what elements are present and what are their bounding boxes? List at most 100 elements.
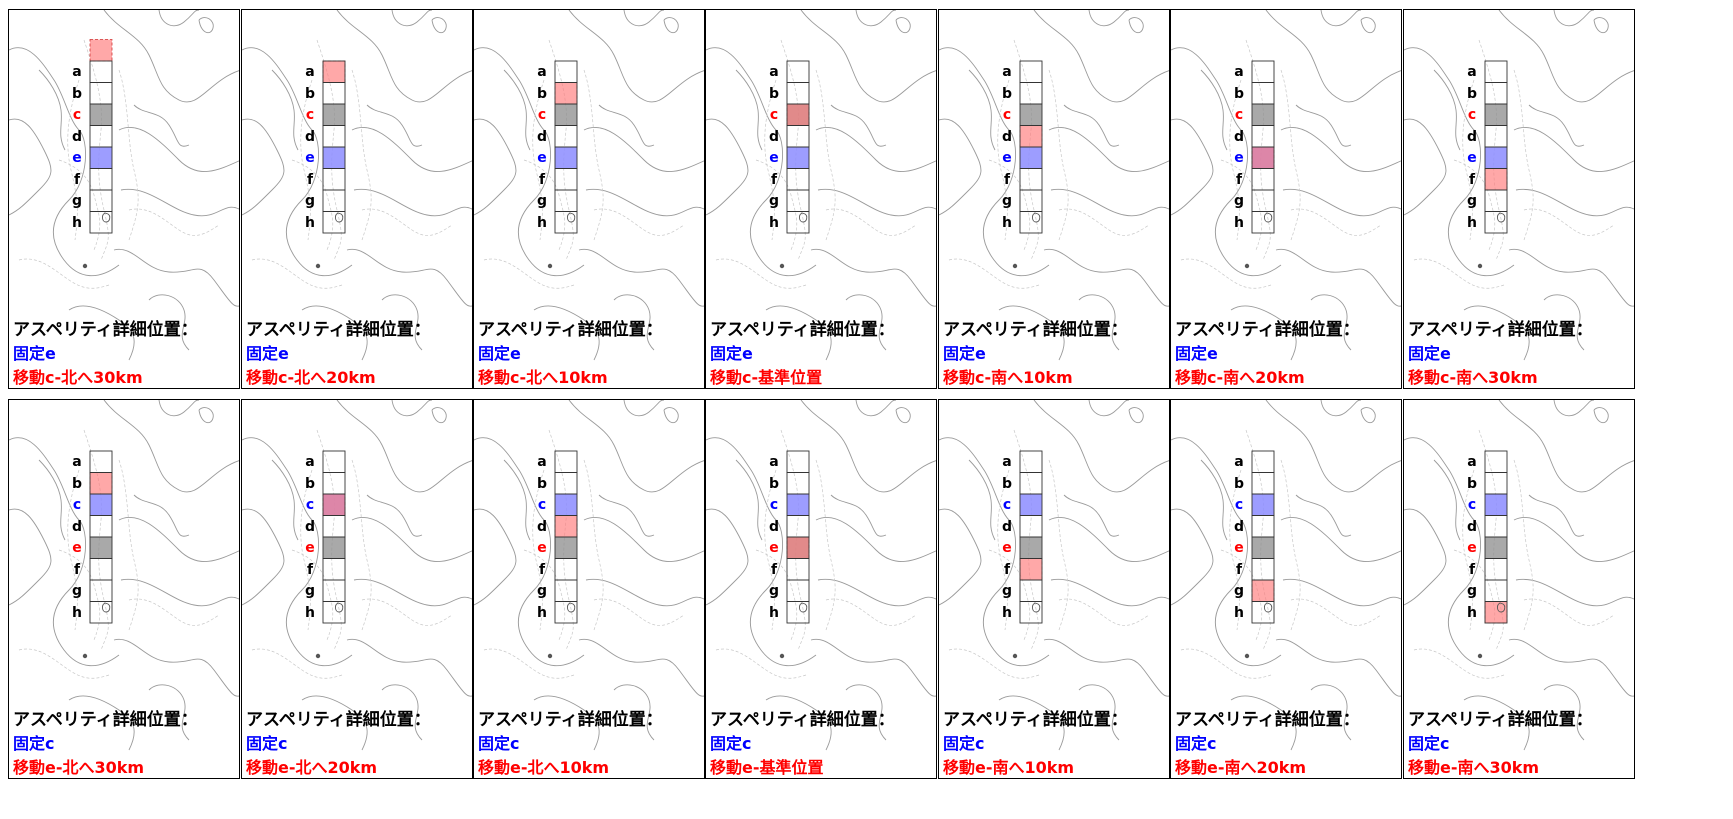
segment-label-b: b [71,475,83,492]
fault-segment-b [322,472,346,495]
segment-label-h: h [1467,604,1477,621]
coastline-contours [9,10,239,361]
segment-label-f: f [770,561,778,578]
reference-asperity-block [90,537,112,559]
moving-asperity-block [786,536,810,559]
segment-label-a: a [1234,64,1244,80]
segment-label-d: d [1001,128,1013,145]
moving-asperity-block [89,472,113,495]
caption-title: アスペリティ詳細位置： [710,710,895,730]
segment-label-f: f [73,561,81,578]
fault-segment-b [1484,82,1508,105]
asperity-map-panel: a b c d e f g h アスペリティ詳細位置： 固定c 移動e-南へ20km [1170,399,1402,779]
caption-fixed-asperity: 固定c [478,734,520,753]
segment-label-g: g [1001,583,1013,599]
reference-asperity-block [1252,537,1274,559]
coastline-contours [242,400,472,751]
fault-map [706,10,936,361]
segment-label-d: d [536,128,548,145]
segment-label-c: c [305,107,315,123]
fault-segment-strip [1484,450,1508,624]
segment-label-b: b [304,475,316,492]
segment-label-d: d [71,518,83,535]
fault-segment-h [1019,211,1043,234]
fault-segment-b [1019,82,1043,105]
caption-title: アスペリティ詳細位置： [1408,320,1593,340]
fault-segment-f [1251,558,1275,581]
fault-segment-f [322,168,346,191]
segment-label-e: e [1002,150,1012,166]
caption-moving-asperity: 移動e-北へ10km [478,758,610,777]
caption-moving-asperity: 移動c-南へ20km [1175,368,1305,387]
coastline-contours [1171,400,1401,751]
moving-asperity-block [322,493,346,516]
location-marker-icon [1477,263,1483,269]
segment-label-d: d [768,128,780,145]
segment-label-e: e [1467,540,1477,556]
fault-map [1404,400,1634,751]
caption-fixed-asperity: 固定c [943,734,985,753]
asperity-map-panel: a b c d e f g h アスペリティ詳細位置： 固定e 移動c-北へ10km [473,9,705,389]
fixed-asperity-block [90,494,112,516]
segment-label-d: d [1233,128,1245,145]
caption-moving-asperity: 移動c-南へ10km [943,368,1073,387]
segment-label-e: e [72,540,82,556]
asperity-map-panel: a b c d e f g h アスペリティ詳細位置： 固定e 移動c-南へ30km [1403,9,1635,389]
moving-asperity-block [1484,168,1508,191]
fault-segment-b [1019,472,1043,495]
reference-asperity-block [1252,104,1274,126]
fault-segment-a [554,60,578,83]
island-icon [1497,602,1506,613]
fault-segment-strip [554,60,578,234]
fault-segment-a [554,450,578,473]
reference-asperity-block [1020,104,1042,126]
reference-asperity-block [1485,104,1507,126]
segment-label-g: g [536,583,548,599]
caption-fixed-asperity: 固定e [1175,344,1218,363]
segment-label-c: c [305,497,315,513]
caption-fixed-asperity: 固定e [710,344,753,363]
segment-label-b: b [1233,475,1245,492]
segment-label-e: e [537,150,547,166]
segment-label-e: e [1467,150,1477,166]
fault-segment-h [786,211,810,234]
location-marker-icon [82,263,88,269]
segment-label-a: a [1002,64,1012,80]
fault-segment-h [322,601,346,624]
fault-segment-strip [786,60,810,234]
segment-label-e: e [769,540,779,556]
fault-segment-a [1019,60,1043,83]
asperity-map-panel: a b c d e f g h アスペリティ詳細位置： 固定c 移動e-南へ30km [1403,399,1635,779]
segment-label-d: d [1001,518,1013,535]
caption-moving-asperity: 移動c-北へ10km [478,368,608,387]
fault-segment-strip [1251,60,1275,234]
caption-title: アスペリティ詳細位置： [13,320,198,340]
segment-label-e: e [1234,150,1244,166]
reference-asperity-block [90,104,112,126]
fixed-asperity-block [1020,147,1042,169]
segment-label-f: f [1003,561,1011,578]
segment-label-c: c [769,107,779,123]
caption-fixed-asperity: 固定c [1175,734,1217,753]
fault-segment-f [1251,168,1275,191]
location-marker-icon [779,263,785,269]
fault-map [1171,10,1401,361]
coastline-contours [706,400,936,751]
caption-moving-asperity: 移動c-北へ30km [13,368,143,387]
fault-segment-h [1484,211,1508,234]
fault-segment-f [89,558,113,581]
island-icon [102,212,111,223]
asperity-map-panel: a b c d e f g h アスペリティ詳細位置： 固定e 移動c-基準位置 [705,9,937,389]
fixed-asperity-block [90,147,112,169]
fault-segment-h [1484,601,1508,624]
caption-fixed-asperity: 固定c [246,734,288,753]
fault-segment-h [322,211,346,234]
caption-title: アスペリティ詳細位置： [943,320,1128,340]
fixed-asperity-block [1020,494,1042,516]
caption-title: アスペリティ詳細位置： [1408,710,1593,730]
segment-label-d: d [536,518,548,535]
fault-segment-f [1019,168,1043,191]
fault-segment-strip [1019,450,1043,624]
asperity-map-panel: a b c d e f g h アスペリティ詳細位置： 固定e 移動c-北へ20km [241,9,473,389]
segment-label-g: g [536,193,548,209]
